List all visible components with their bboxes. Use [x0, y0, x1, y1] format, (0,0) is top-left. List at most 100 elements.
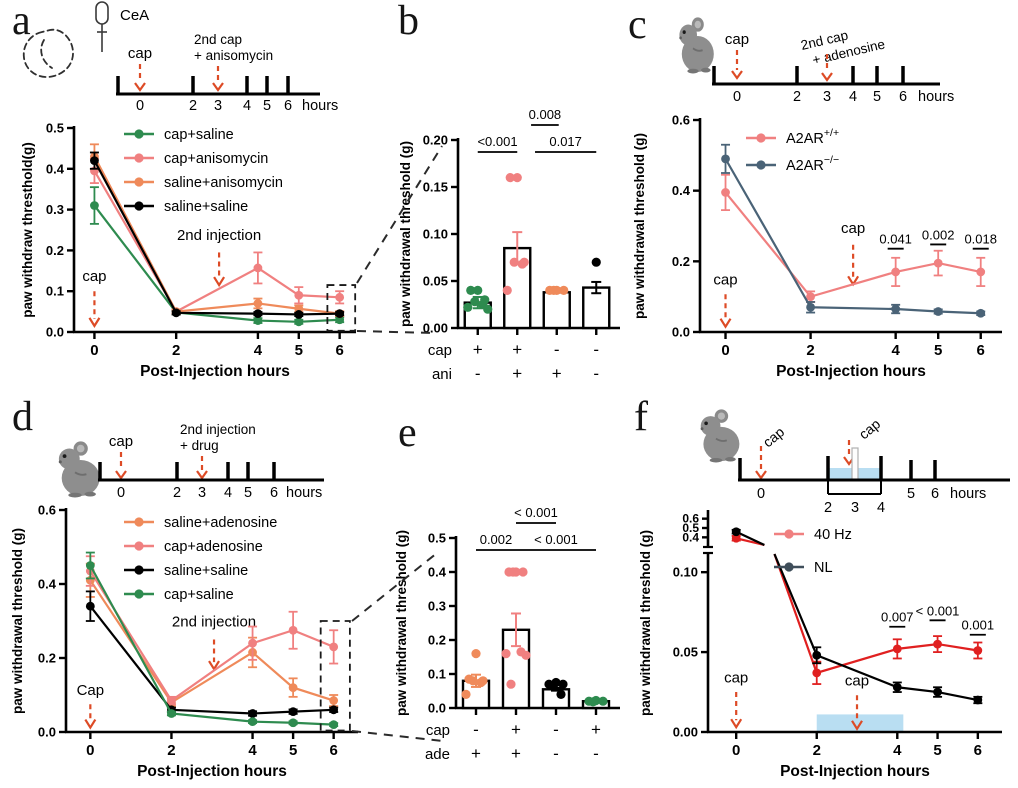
timeline-tick: 0	[117, 485, 125, 501]
second-injection-label2: + drug	[180, 438, 219, 453]
timeline-unit: hours	[286, 485, 322, 501]
bracket	[827, 480, 882, 495]
svg-text:+: +	[511, 744, 521, 763]
svg-text:<0.001: <0.001	[477, 134, 517, 149]
cap-arrow-icon	[755, 446, 767, 480]
timeline-tick: 6	[931, 486, 939, 502]
svg-text:0.4: 0.4	[672, 183, 691, 198]
svg-text:cap: cap	[428, 342, 452, 359]
svg-text:cap+adenosine: cap+adenosine	[164, 539, 263, 555]
svg-text:Cap: Cap	[77, 682, 105, 699]
timeline-tick: 5	[263, 98, 271, 114]
svg-text:+: +	[473, 340, 483, 359]
panel-c-timeline: cap 2nd cap + adenosine 0 2 3 4 5 6 hour…	[678, 16, 954, 105]
timeline-tick: 2	[793, 89, 801, 105]
second-arrow-icon	[212, 66, 224, 92]
svg-text:2: 2	[813, 742, 821, 759]
cap-label: cap	[109, 433, 133, 450]
svg-text:0.5: 0.5	[682, 521, 699, 535]
panel-c-letter: c	[628, 2, 647, 48]
svg-text:6: 6	[977, 342, 985, 359]
svg-text:4: 4	[891, 342, 900, 359]
cap-arrow-icon	[134, 64, 146, 92]
svg-text:0.20: 0.20	[423, 133, 448, 148]
svg-text:2: 2	[806, 342, 814, 359]
timeline-unit: hours	[302, 98, 338, 114]
svg-text:0.0: 0.0	[38, 725, 56, 740]
second-injection-label: 2nd injection	[180, 422, 256, 437]
svg-text:0.2: 0.2	[46, 243, 64, 258]
svg-text:5: 5	[289, 742, 297, 759]
svg-text:4: 4	[248, 742, 257, 759]
svg-text:cap: cap	[845, 673, 869, 690]
svg-text:0.018: 0.018	[964, 232, 997, 247]
svg-text:cap+saline: cap+saline	[164, 587, 234, 603]
svg-text:saline+saline: saline+saline	[164, 199, 248, 215]
svg-text:< 0.001: < 0.001	[514, 505, 558, 520]
svg-text:0.4: 0.4	[428, 565, 447, 580]
timeline-tick: 5	[873, 89, 881, 105]
second-arrow-icon	[196, 456, 208, 480]
panel-a-chart: 0.0 0.1 0.2 0.3 0.4 0.5 0 2 4 5 6 Post-Injection ho…	[20, 121, 357, 380]
svg-text:Post-Injection hours: Post-Injection hours	[780, 763, 930, 780]
second-injection-label: 2nd cap + adenosine	[799, 27, 886, 67]
timeline-tick: 3	[823, 89, 831, 105]
svg-text:0.3: 0.3	[428, 599, 446, 614]
panel-b-letter: b	[398, 0, 419, 44]
svg-text:2nd injection: 2nd injection	[177, 227, 261, 244]
svg-text:cap: cap	[713, 271, 737, 288]
svg-text:paw withdrawal threshold (g): paw withdrawal threshold (g)	[398, 141, 413, 327]
svg-text:0.017: 0.017	[549, 134, 582, 149]
svg-text:0.1: 0.1	[46, 284, 64, 299]
svg-text:ani: ani	[432, 366, 452, 383]
svg-text:0: 0	[86, 742, 94, 759]
timeline-unit: hours	[918, 89, 954, 105]
svg-text:0.2: 0.2	[672, 254, 690, 269]
svg-text:0.6: 0.6	[38, 503, 56, 518]
timeline-unit: hours	[950, 486, 986, 502]
timeline-tick: 2	[189, 98, 197, 114]
svg-text:5: 5	[295, 342, 303, 359]
svg-text:-: -	[593, 744, 599, 763]
svg-text:Post-Injection hours: Post-Injection hours	[776, 363, 926, 380]
cap-arrow-icon	[115, 452, 127, 480]
svg-text:paw withdrawal threshold (g): paw withdrawal threshold (g)	[638, 530, 653, 716]
svg-text:6: 6	[974, 742, 982, 759]
timeline-tick: 4	[224, 485, 232, 501]
region-label: CeA	[120, 7, 149, 24]
svg-text:cap+anisomycin: cap+anisomycin	[164, 151, 268, 167]
svg-text:cap: cap	[426, 722, 450, 739]
panel-b-chart: 0.00 0.05 0.10 0.15 0.20 paw withdrawal thres…	[398, 107, 620, 383]
svg-text:0.002: 0.002	[480, 532, 513, 547]
svg-text:A2AR+/+: A2AR+/+	[786, 127, 839, 147]
svg-text:4: 4	[254, 342, 263, 359]
timeline-tick: 6	[899, 89, 907, 105]
svg-text:0: 0	[732, 742, 740, 759]
svg-text:0: 0	[721, 342, 729, 359]
svg-text:0.05: 0.05	[673, 645, 698, 660]
cap-label: cap	[760, 423, 788, 450]
svg-text:-: -	[475, 364, 481, 383]
svg-text:0.10: 0.10	[673, 565, 698, 580]
svg-text:0.007: 0.007	[881, 610, 914, 625]
timeline-tick: 6	[270, 485, 278, 501]
svg-text:0.3: 0.3	[46, 202, 64, 217]
svg-text:0.1: 0.1	[428, 667, 446, 682]
timeline-tick: 0	[733, 89, 741, 105]
cap-arrow-icon	[731, 50, 743, 80]
timeline-tick: 3	[851, 500, 859, 516]
svg-text:2: 2	[172, 342, 180, 359]
timeline-tick: 0	[757, 486, 765, 502]
svg-text:cap: cap	[724, 669, 748, 686]
timeline-tick: 3	[214, 98, 222, 114]
second-injection-label: 2nd cap	[194, 32, 242, 47]
panel-d-timeline: cap 2nd injection + drug 0 2 3 4 5 6 hou…	[57, 422, 324, 501]
timeline-tick: 5	[907, 486, 915, 502]
cap2-label: cap	[856, 415, 884, 442]
svg-text:0.6: 0.6	[672, 113, 690, 128]
svg-text:A2AR−/−: A2AR−/−	[786, 154, 839, 174]
timeline-tick: 5	[244, 485, 252, 501]
panel-d-letter: d	[12, 394, 33, 440]
pipette-icon	[95, 1, 109, 52]
timeline-tick: 4	[849, 89, 857, 105]
